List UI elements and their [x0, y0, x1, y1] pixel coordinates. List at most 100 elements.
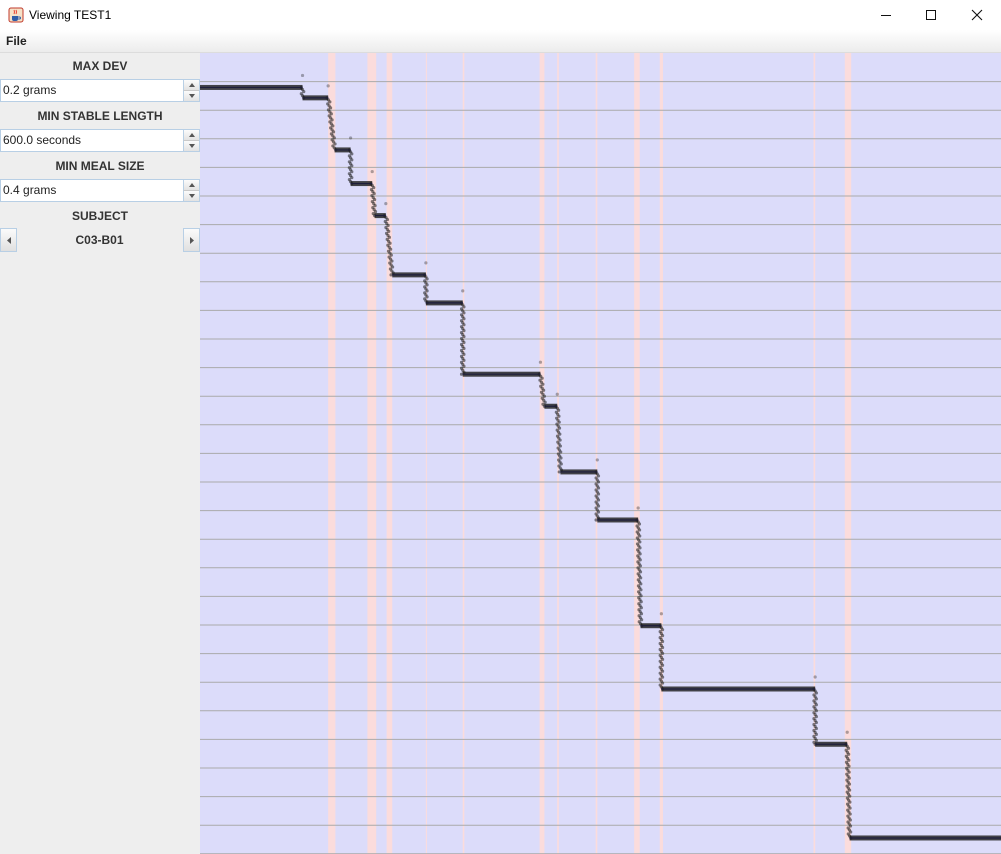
raw-point	[559, 450, 563, 454]
raw-point	[660, 657, 665, 661]
raw-point	[848, 794, 852, 798]
raw-point	[542, 388, 546, 392]
raw-point	[847, 782, 852, 786]
min-meal-size-spinner[interactable]: 0.4 grams	[0, 179, 200, 202]
raw-point	[328, 100, 332, 104]
close-button[interactable]	[954, 0, 1000, 30]
maximize-button[interactable]	[908, 0, 954, 30]
close-icon	[971, 9, 983, 21]
raw-point	[639, 600, 643, 604]
caret-left-icon	[6, 236, 11, 244]
raw-point	[557, 426, 562, 430]
raw-point	[555, 392, 559, 396]
raw-cluster	[350, 181, 373, 187]
raw-point	[559, 462, 563, 466]
raw-point	[557, 420, 561, 424]
raw-cluster	[374, 213, 386, 219]
raw-point	[557, 414, 561, 418]
raw-point	[333, 142, 337, 146]
raw-point	[373, 203, 377, 208]
raw-point	[332, 136, 336, 140]
min-stable-length-value[interactable]: 600.0 seconds	[3, 133, 82, 147]
raw-point	[639, 612, 644, 616]
min-meal-size-value[interactable]: 0.4 grams	[3, 183, 57, 197]
raw-point	[558, 438, 562, 442]
caret-down-icon	[188, 144, 195, 148]
next-subject-button[interactable]	[183, 228, 200, 252]
caret-down-icon	[188, 194, 195, 198]
min-meal-size-decrement-button[interactable]	[183, 191, 199, 201]
raw-point	[459, 372, 464, 376]
raw-point	[390, 265, 395, 269]
raw-cluster	[560, 469, 598, 475]
raw-point	[462, 323, 466, 327]
window-title: Viewing TEST1	[29, 8, 112, 22]
raw-point	[538, 360, 543, 364]
raw-point	[848, 824, 853, 828]
raw-point	[462, 346, 466, 351]
raw-point	[385, 217, 390, 222]
raw-point	[660, 681, 665, 685]
raw-point	[558, 432, 562, 436]
max-dev-decrement-button[interactable]	[183, 91, 199, 101]
raw-cluster	[597, 517, 639, 523]
min-stable-length-increment-button[interactable]	[183, 130, 199, 141]
raw-point	[638, 534, 642, 538]
raw-point	[847, 752, 851, 756]
raw-cluster	[849, 835, 1001, 841]
minimize-icon	[881, 15, 891, 16]
raw-point	[594, 518, 598, 522]
max-dev-spinner[interactable]: 0.2 grams	[0, 79, 200, 102]
raw-point	[639, 582, 643, 586]
raw-point	[348, 136, 353, 140]
max-dev-value[interactable]: 0.2 grams	[3, 83, 57, 97]
raw-point	[639, 576, 643, 580]
raw-point	[462, 317, 466, 321]
raw-point	[845, 730, 849, 734]
menu-file[interactable]: File	[6, 34, 27, 48]
raw-point	[660, 675, 665, 679]
raw-point	[425, 283, 429, 287]
raw-point	[384, 202, 388, 206]
min-stable-length-label: MIN STABLE LENGTH	[37, 109, 163, 123]
raw-point	[596, 492, 601, 496]
caret-up-icon	[188, 83, 195, 87]
caret-up-icon	[188, 133, 195, 137]
raw-point	[424, 261, 428, 265]
java-coffee-icon	[8, 7, 24, 23]
raw-point	[350, 164, 354, 168]
minimize-button[interactable]	[863, 0, 909, 30]
min-stable-length-spinner[interactable]: 600.0 seconds	[0, 129, 200, 152]
menu-bar: File	[0, 30, 1001, 53]
raw-point	[847, 788, 852, 792]
raw-point	[660, 628, 665, 632]
raw-point	[596, 486, 601, 490]
min-meal-size-label: MIN MEAL SIZE	[55, 159, 145, 173]
raw-point	[543, 400, 547, 404]
max-dev-increment-button[interactable]	[183, 80, 199, 91]
raw-point	[638, 558, 642, 562]
subject-label: SUBJECT	[71, 209, 128, 223]
raw-point	[596, 498, 601, 502]
previous-subject-button[interactable]	[0, 228, 17, 252]
raw-point	[461, 289, 465, 293]
raw-point	[389, 273, 393, 277]
raw-point	[558, 444, 562, 448]
min-meal-size-increment-button[interactable]	[183, 180, 199, 191]
min-stable-length-decrement-button[interactable]	[183, 141, 199, 151]
raw-point	[596, 474, 601, 478]
raw-point	[660, 669, 665, 673]
raw-point	[847, 770, 851, 774]
raw-point	[636, 506, 640, 510]
raw-point	[595, 458, 599, 462]
weight-plot[interactable]	[200, 53, 1001, 854]
raw-point	[462, 358, 466, 362]
raw-point	[814, 709, 818, 713]
weight-chart	[200, 53, 1001, 854]
raw-point	[462, 364, 466, 368]
raw-point	[350, 176, 354, 180]
raw-cluster	[334, 147, 351, 153]
raw-point	[847, 758, 851, 762]
maximize-icon	[926, 10, 936, 20]
raw-cluster	[200, 84, 303, 90]
